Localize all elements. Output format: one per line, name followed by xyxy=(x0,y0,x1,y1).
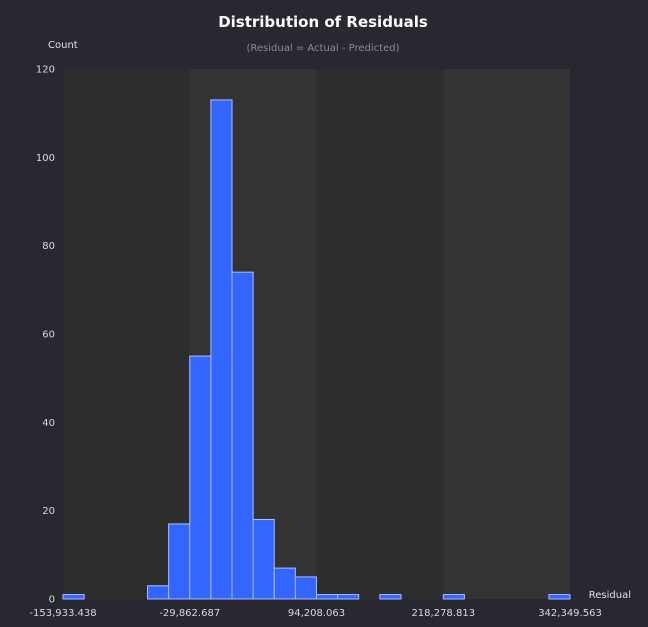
y-axis-ticks: 0 20 40 60 80 100 120 xyxy=(36,65,55,606)
histogram-bar xyxy=(548,594,571,600)
plot-band xyxy=(443,69,570,599)
histogram-bar xyxy=(168,523,191,600)
plot-band xyxy=(63,69,190,599)
y-tick-label: 40 xyxy=(42,418,55,429)
chart-subtitle: (Residual = Actual - Predicted) xyxy=(246,43,399,54)
y-axis-label: Count xyxy=(48,40,78,51)
x-axis-ticks: -153,933.438 -29,862.687 94,208.063 218,278… xyxy=(29,608,601,619)
histogram-bar xyxy=(231,271,254,600)
histogram-bar xyxy=(316,594,339,600)
x-tick-label: 218,278.813 xyxy=(411,608,475,619)
histogram-bar xyxy=(62,594,85,600)
y-tick-label: 60 xyxy=(42,330,55,341)
x-tick-label: 342,349.563 xyxy=(538,608,602,619)
histogram-bars xyxy=(62,99,571,600)
background-bands xyxy=(63,69,570,599)
y-tick-label: 100 xyxy=(36,153,55,164)
x-tick-label: -153,933.438 xyxy=(29,608,96,619)
chart-title: Distribution of Residuals xyxy=(218,13,428,31)
y-tick-label: 20 xyxy=(42,506,55,517)
histogram-bar xyxy=(189,355,212,600)
histogram-bar xyxy=(147,585,170,600)
x-tick-label: -29,862.687 xyxy=(159,608,220,619)
y-tick-label: 120 xyxy=(36,65,55,76)
y-tick-label: 0 xyxy=(49,595,55,606)
histogram-bar xyxy=(379,594,402,600)
histogram-bar xyxy=(442,594,465,600)
plot-band xyxy=(316,69,444,599)
histogram-bar xyxy=(252,519,275,600)
x-axis-label: Residual xyxy=(589,590,631,601)
x-tick-label: 94,208.063 xyxy=(288,608,345,619)
histogram-bar xyxy=(337,594,360,600)
histogram-bar xyxy=(273,567,296,600)
y-tick-label: 80 xyxy=(42,241,55,252)
histogram-bar xyxy=(294,576,317,600)
histogram-bar xyxy=(210,99,233,600)
